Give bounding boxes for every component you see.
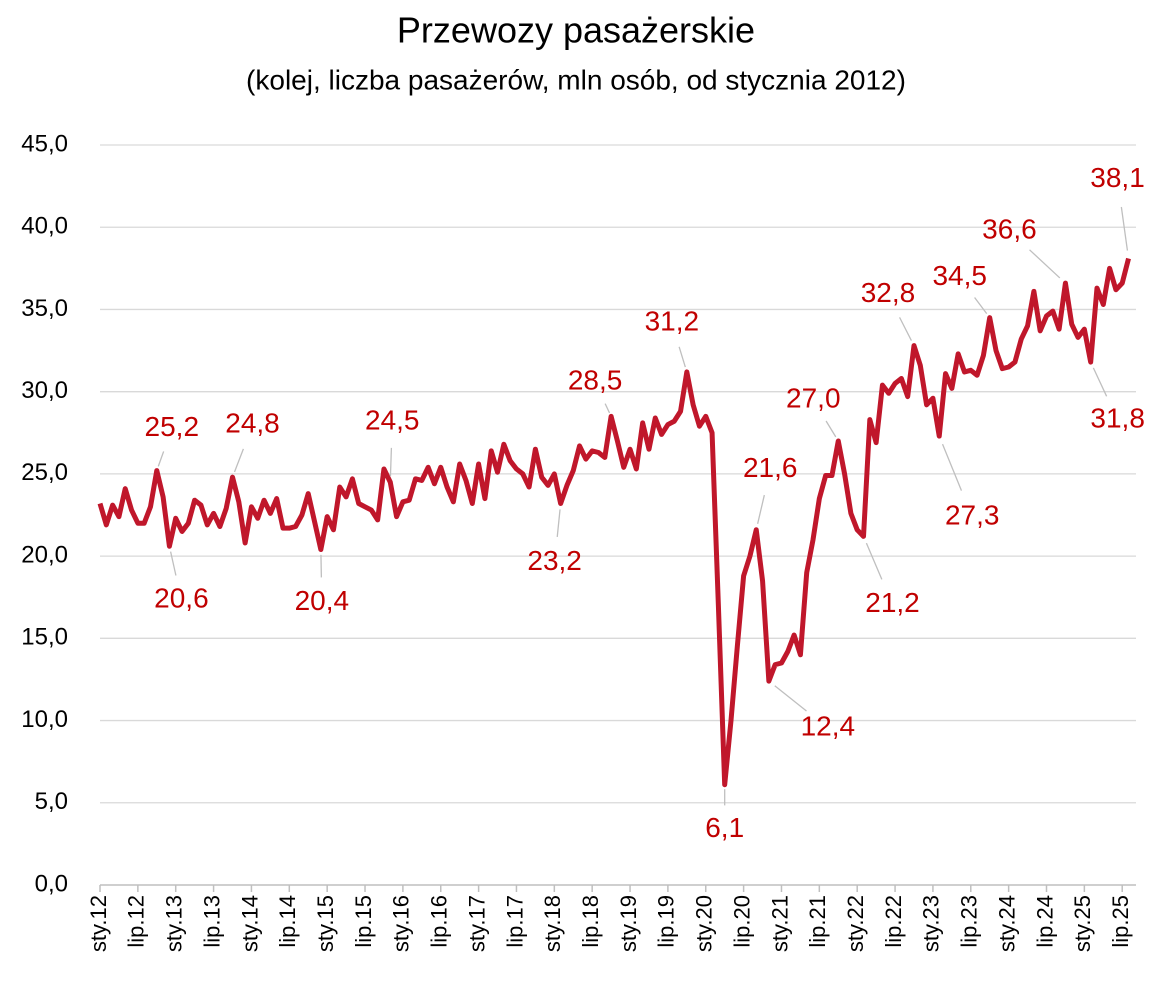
y-tick-label: 15,0 bbox=[21, 624, 68, 651]
data-label: 24,5 bbox=[365, 405, 420, 436]
x-tick-label: lip.20 bbox=[729, 895, 754, 948]
x-tick-label: sty.13 bbox=[162, 895, 187, 952]
leader-line bbox=[865, 542, 883, 580]
x-tick-label: lip.24 bbox=[1032, 895, 1057, 948]
leader-line bbox=[941, 443, 963, 491]
leader-line bbox=[1120, 206, 1129, 251]
leader-line bbox=[1092, 367, 1108, 397]
data-label: 21,2 bbox=[865, 587, 920, 618]
leader-line bbox=[169, 551, 177, 576]
x-tick-label: lip.12 bbox=[124, 895, 149, 948]
y-tick-label: 35,0 bbox=[21, 295, 68, 322]
x-tick-label: sty.24 bbox=[994, 895, 1019, 952]
data-label: 36,6 bbox=[982, 214, 1037, 245]
leader-line bbox=[825, 420, 837, 438]
leader-line bbox=[678, 346, 686, 368]
x-tick-label: lip.16 bbox=[427, 895, 452, 948]
y-tick-label: 25,0 bbox=[21, 459, 68, 486]
data-label: 27,3 bbox=[945, 499, 1000, 530]
data-label: 24,8 bbox=[225, 408, 280, 439]
x-tick-label: lip.15 bbox=[351, 895, 376, 948]
leader-line bbox=[774, 685, 807, 712]
chart-title: Przewozy pasażerskie bbox=[397, 10, 755, 51]
x-tick-label: lip.19 bbox=[654, 895, 679, 948]
data-label: 28,5 bbox=[568, 365, 623, 396]
data-label: 6,1 bbox=[705, 812, 744, 843]
x-tick-label: lip.23 bbox=[957, 895, 982, 948]
leader-line bbox=[389, 447, 393, 477]
x-tick-label: lip.21 bbox=[805, 895, 830, 948]
data-label: 38,1 bbox=[1090, 162, 1145, 193]
data-label: 32,8 bbox=[861, 277, 916, 308]
data-label: 31,2 bbox=[645, 305, 700, 336]
y-tick-label: 5,0 bbox=[35, 788, 68, 815]
y-tick-label: 10,0 bbox=[21, 706, 68, 733]
leader-line bbox=[157, 451, 165, 467]
x-tick-label: sty.18 bbox=[540, 895, 565, 952]
data-label: 27,0 bbox=[786, 382, 841, 413]
x-tick-label: lip.22 bbox=[881, 895, 906, 948]
x-tick-label: lip.14 bbox=[275, 895, 300, 948]
x-tick-label: sty.20 bbox=[692, 895, 717, 952]
leader-line bbox=[233, 448, 245, 473]
data-label: 25,2 bbox=[145, 411, 200, 442]
x-tick-label: sty.15 bbox=[313, 895, 338, 952]
x-tick-label: sty.22 bbox=[843, 895, 868, 952]
x-tick-label: sty.25 bbox=[1070, 895, 1095, 952]
data-label: 34,5 bbox=[932, 260, 987, 291]
data-line bbox=[97, 257, 1131, 788]
data-label: 12,4 bbox=[801, 710, 856, 741]
y-tick-label: 20,0 bbox=[21, 541, 68, 568]
data-label: 20,6 bbox=[154, 583, 209, 614]
leader-line bbox=[757, 494, 765, 524]
x-tick-label: sty.23 bbox=[919, 895, 944, 952]
data-label: 31,8 bbox=[1090, 402, 1145, 433]
x-tick-label: sty.17 bbox=[464, 895, 489, 952]
x-tick-label: lip.17 bbox=[502, 895, 527, 948]
y-tick-label: 0,0 bbox=[35, 870, 68, 897]
leader-line bbox=[899, 317, 912, 341]
x-tick-label: sty.14 bbox=[237, 895, 262, 952]
x-tick-label: sty.19 bbox=[616, 895, 641, 952]
x-tick-label: lip.18 bbox=[578, 895, 603, 948]
chart-subtitle: (kolej, liczba pasażerów, mln osób, od s… bbox=[246, 64, 906, 95]
x-tick-label: lip.25 bbox=[1108, 895, 1133, 948]
x-tick-label: sty.16 bbox=[389, 895, 414, 952]
leader-line bbox=[604, 403, 611, 414]
y-tick-label: 45,0 bbox=[21, 130, 68, 157]
x-tick-label: sty.12 bbox=[86, 895, 111, 952]
x-tick-label: lip.13 bbox=[199, 895, 224, 948]
y-tick-label: 30,0 bbox=[21, 377, 68, 404]
data-label: 21,6 bbox=[743, 452, 798, 483]
leader-line bbox=[974, 297, 988, 315]
data-label: 20,4 bbox=[295, 585, 350, 616]
leader-line bbox=[1029, 249, 1061, 279]
y-tick-label: 40,0 bbox=[21, 213, 68, 240]
data-label: 23,2 bbox=[527, 545, 582, 576]
x-tick-label: sty.21 bbox=[767, 895, 792, 952]
leader-line bbox=[556, 509, 561, 537]
